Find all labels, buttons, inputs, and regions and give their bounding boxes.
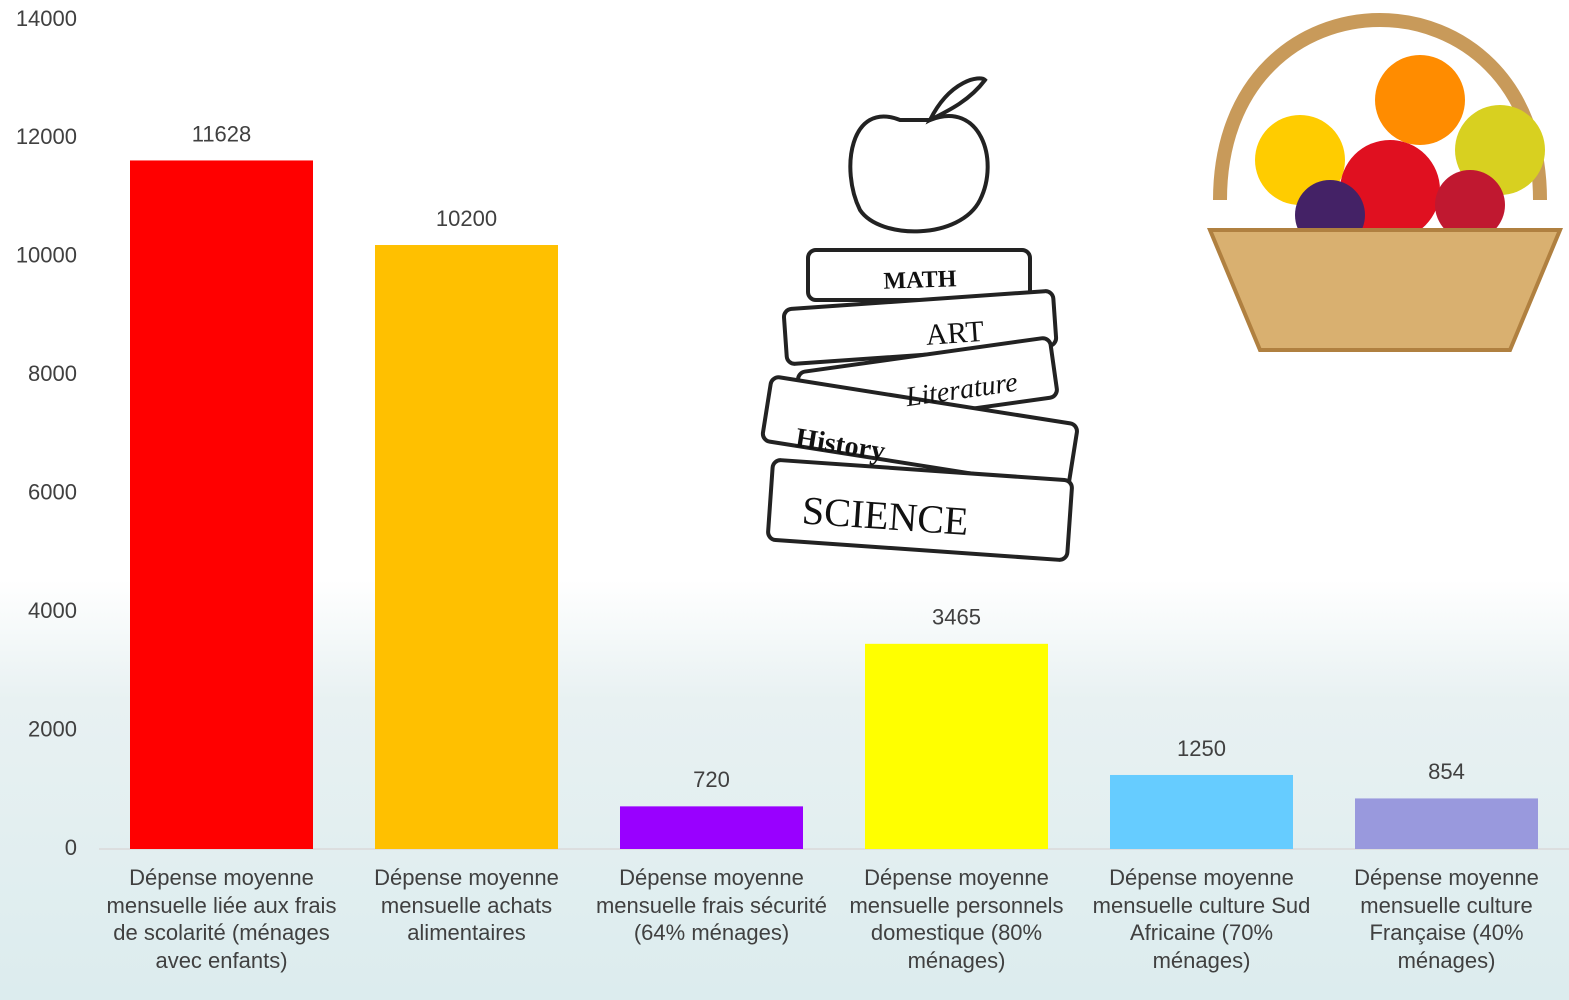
y-tick-label: 0 — [65, 835, 77, 860]
books-illustration — [760, 76, 1079, 562]
y-tick-label: 6000 — [28, 480, 77, 505]
y-tick-label: 4000 — [28, 598, 77, 623]
x-tick-label: Dépense moyenne mensuelle frais sécurité… — [595, 865, 828, 945]
y-tick-label: 12000 — [16, 124, 77, 149]
y-tick-label: 14000 — [16, 6, 77, 31]
basket-illustration — [1207, 13, 1563, 352]
x-tick-label: Dépense moyenne mensuelle personnels dom… — [849, 865, 1064, 973]
bar — [1110, 774, 1293, 849]
y-tick-label: 2000 — [28, 716, 77, 741]
bar — [865, 643, 1048, 849]
data-label: 3465 — [932, 605, 981, 630]
bar — [620, 806, 803, 849]
x-tick-label: Dépense moyenne mensuelle culture Sud Af… — [1092, 865, 1311, 973]
data-label: 854 — [1428, 759, 1465, 784]
book-label: MATH — [883, 266, 957, 295]
book-label: ART — [925, 315, 985, 352]
data-label: 10200 — [436, 206, 497, 231]
data-label: 720 — [693, 767, 730, 792]
x-tick-label: Dépense moyenne mensuelle achats aliment… — [374, 865, 559, 945]
data-label: 11628 — [192, 121, 252, 146]
y-tick-label: 10000 — [16, 243, 77, 268]
y-tick-label: 8000 — [28, 361, 77, 386]
bar — [1355, 798, 1538, 849]
x-tick-label: Dépense moyenne mensuelle culture França… — [1354, 865, 1539, 973]
bar — [130, 160, 313, 849]
data-label: 1250 — [1177, 736, 1226, 761]
x-tick-label: Dépense moyenne mensuelle liée aux frais… — [106, 865, 337, 973]
bar — [375, 245, 558, 849]
